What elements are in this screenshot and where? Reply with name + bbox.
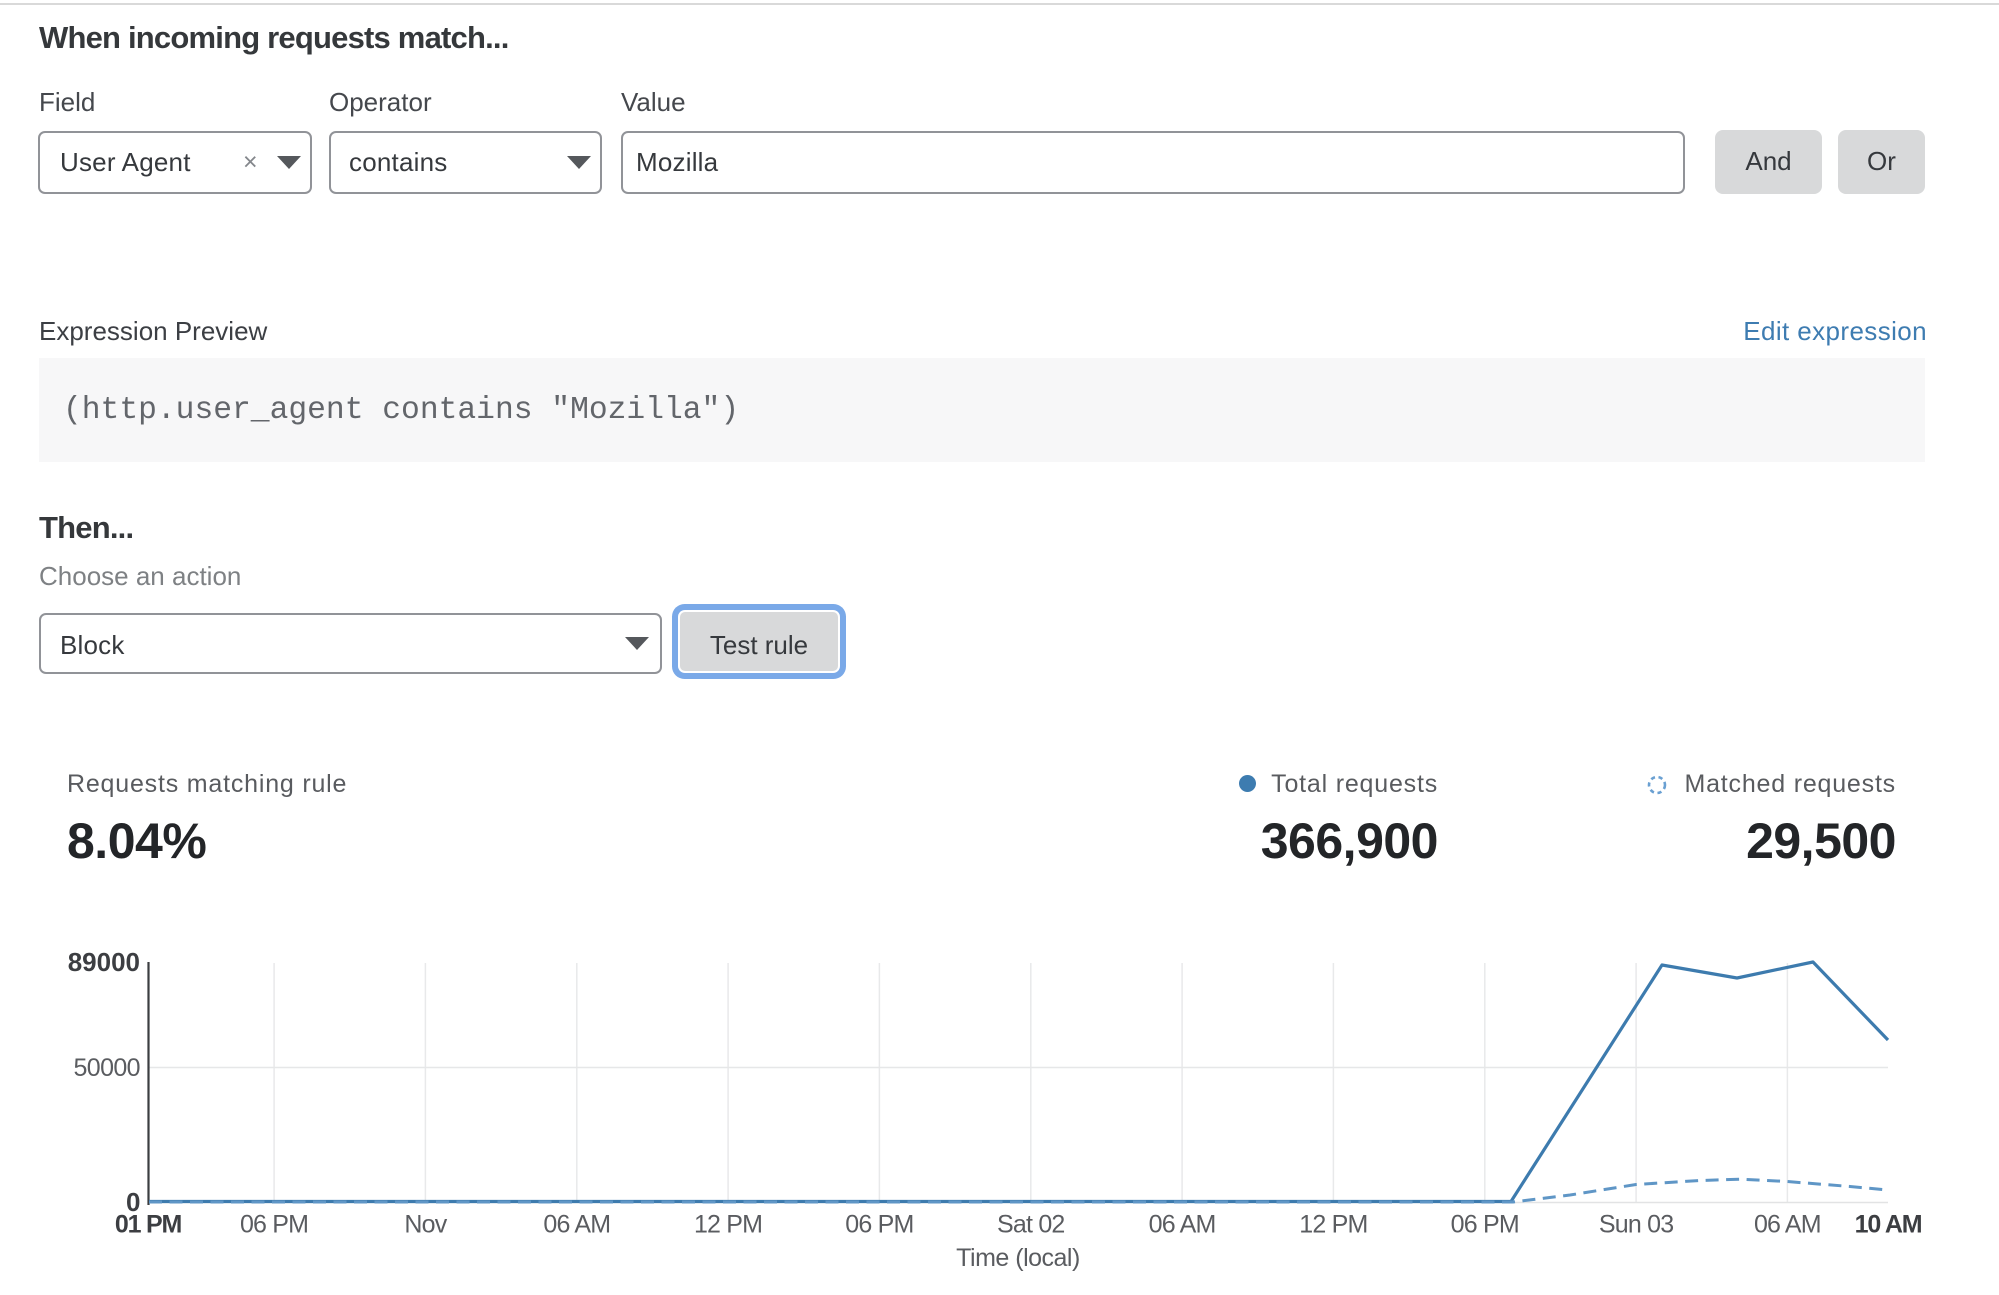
svg-text:06 AM: 06 AM xyxy=(543,1211,610,1239)
svg-text:50000: 50000 xyxy=(73,1054,140,1082)
svg-text:06 PM: 06 PM xyxy=(845,1211,913,1239)
svg-text:Nov: Nov xyxy=(404,1211,447,1239)
svg-text:Sun 03: Sun 03 xyxy=(1599,1211,1673,1239)
svg-text:01 PM: 01 PM xyxy=(115,1211,182,1239)
svg-text:06 PM: 06 PM xyxy=(1451,1211,1519,1239)
svg-text:Time (local): Time (local) xyxy=(956,1244,1080,1272)
svg-text:0: 0 xyxy=(126,1187,140,1217)
svg-text:10 AM: 10 AM xyxy=(1855,1211,1922,1239)
svg-text:12 PM: 12 PM xyxy=(1299,1211,1367,1239)
svg-text:89000: 89000 xyxy=(68,947,140,977)
svg-text:12 PM: 12 PM xyxy=(694,1211,762,1239)
svg-text:06 AM: 06 AM xyxy=(1754,1211,1821,1239)
svg-text:06 AM: 06 AM xyxy=(1149,1211,1216,1239)
svg-text:Sat 02: Sat 02 xyxy=(997,1211,1064,1239)
svg-text:06 PM: 06 PM xyxy=(240,1211,308,1239)
